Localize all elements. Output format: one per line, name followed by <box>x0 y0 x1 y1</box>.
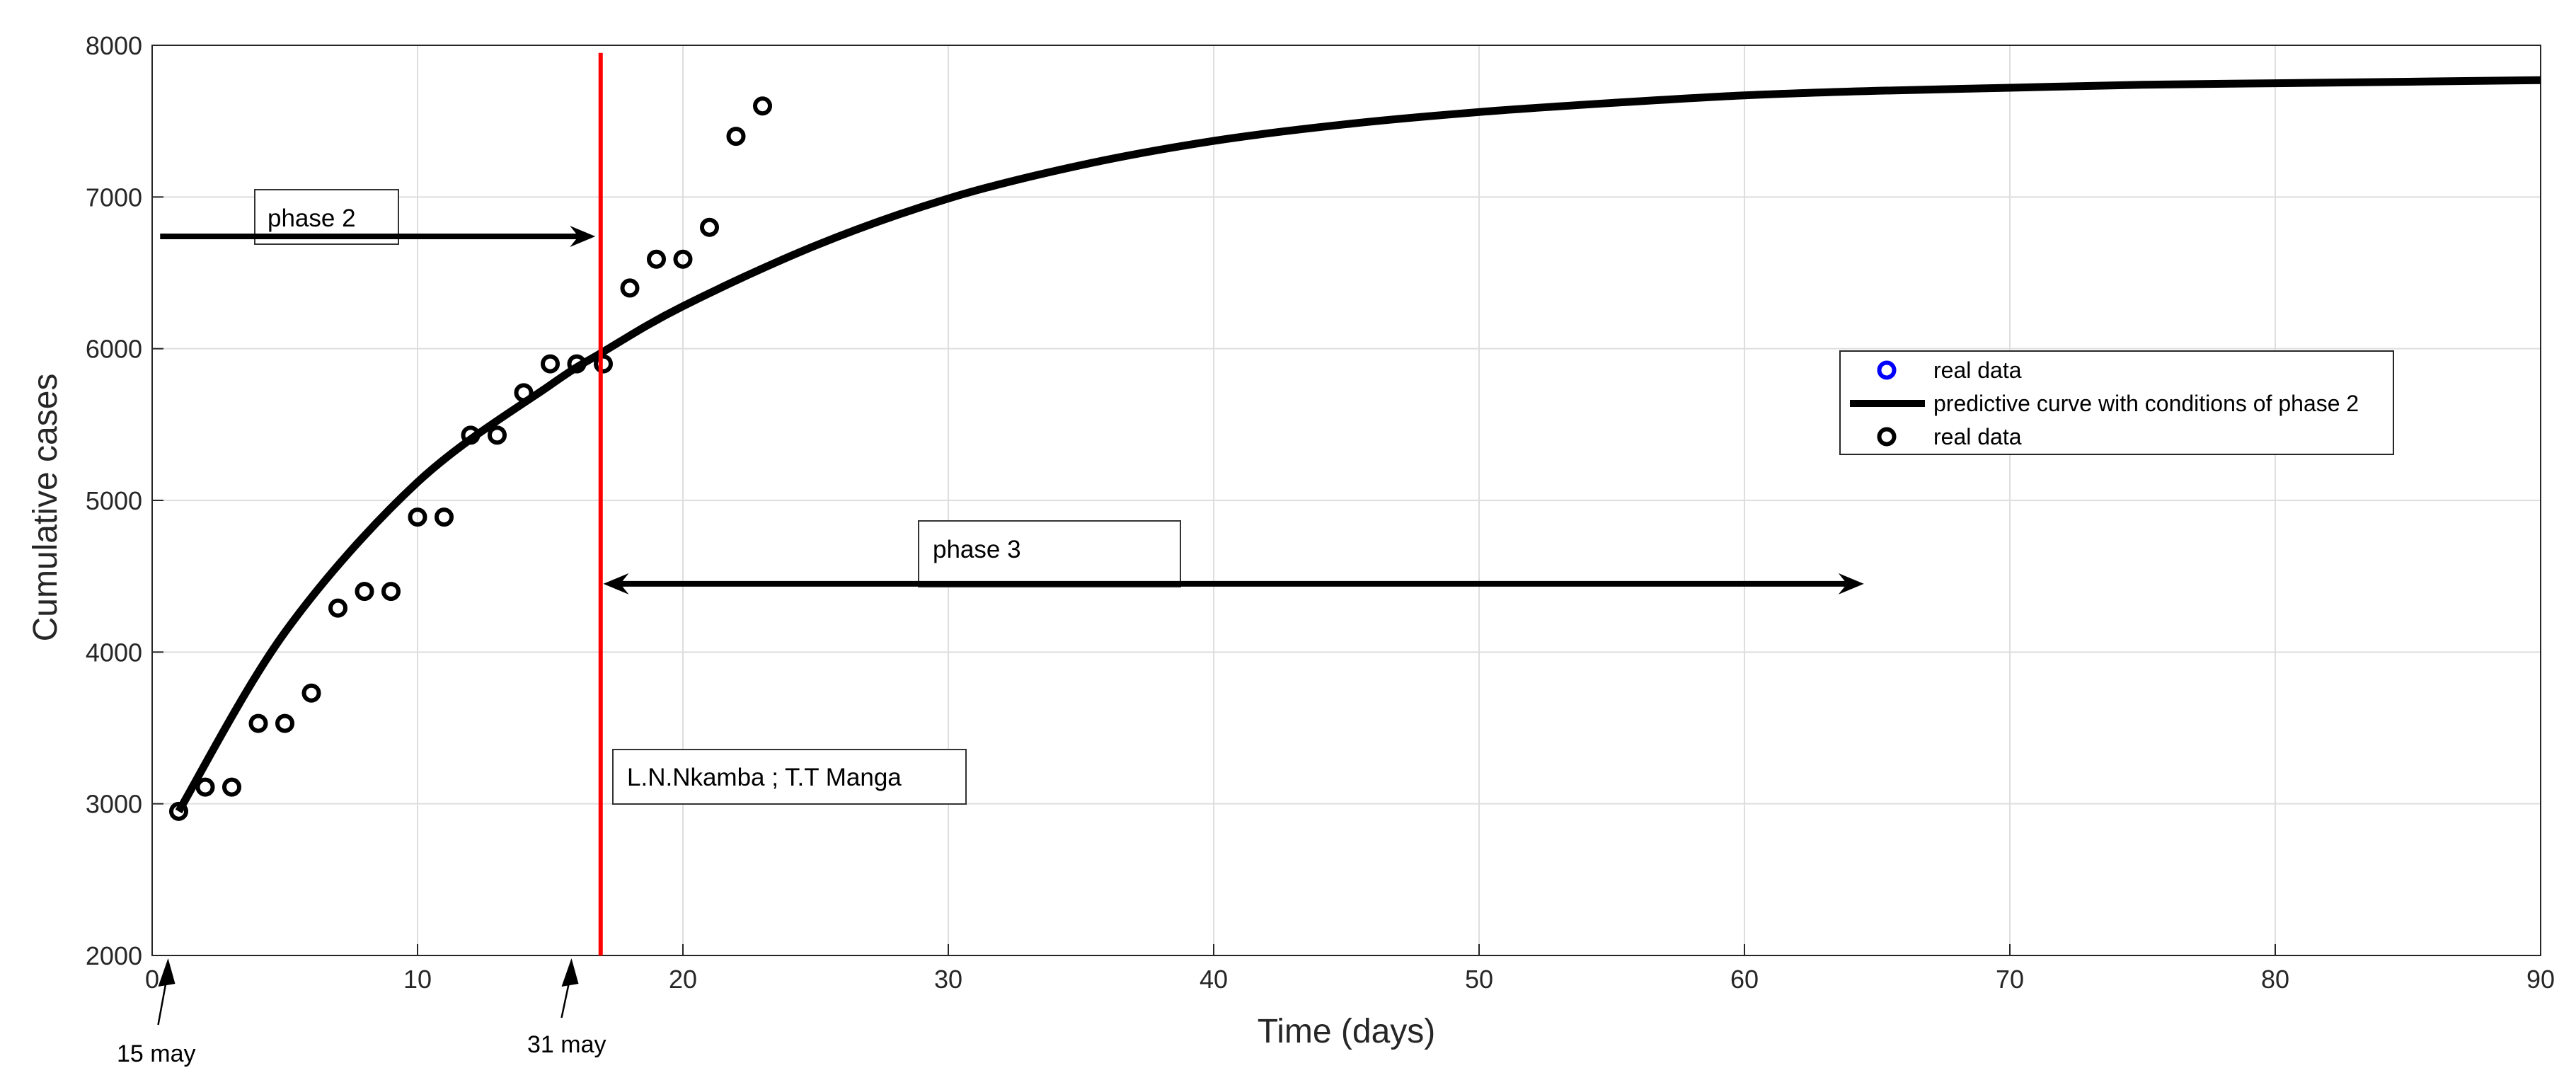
x-axis-label: Time (days) <box>1258 1013 1436 1050</box>
data-point <box>647 249 666 269</box>
data-point <box>673 249 693 269</box>
phase3-arrow-head-right <box>1838 573 1864 595</box>
authors-label: L.N.Nkamba ; T.T Manga <box>627 764 902 791</box>
x-ticks: 0 10 20 30 40 50 60 70 80 90 <box>145 944 2555 994</box>
legend-label: predictive curve with conditions of phas… <box>1933 391 2359 416</box>
authors-box <box>612 749 967 805</box>
data-point <box>355 582 374 602</box>
legend-box <box>1839 350 2394 455</box>
data-point <box>726 127 746 147</box>
data-point <box>328 598 347 618</box>
x-tick-label: 20 <box>669 965 697 994</box>
x-tick-label: 60 <box>1730 965 1759 994</box>
x-tick-label: 90 <box>2526 965 2555 994</box>
data-point <box>753 96 772 116</box>
data-point <box>408 507 427 527</box>
start-date-arrow-head <box>158 958 176 987</box>
data-point <box>461 425 481 445</box>
legend-label: real data <box>1933 357 2022 383</box>
x-tick-label: 50 <box>1465 965 1493 994</box>
annotations: phase 2 phase 3 L.N.Nkamba ; T.T Manga 15 m… <box>117 189 1864 1067</box>
y-tick-label: 4000 <box>86 638 142 667</box>
x-tick-label: 40 <box>1200 965 1228 994</box>
legend-marker <box>1877 360 1897 380</box>
phase2-label: phase 2 <box>268 205 356 232</box>
y-axis-label: Cumulative cases <box>27 374 64 642</box>
end-date-arrow-head <box>561 958 579 987</box>
y-tick-label: 8000 <box>86 31 142 60</box>
phase3-label: phase 3 <box>933 536 1021 563</box>
y-tick-label: 2000 <box>86 941 142 970</box>
x-tick-label: 0 <box>145 965 159 994</box>
y-tick-label: 3000 <box>86 790 142 819</box>
predictive-curve <box>175 76 2541 814</box>
y-tick-label: 7000 <box>86 183 142 212</box>
data-point <box>248 713 268 733</box>
data-point <box>700 217 719 237</box>
x-tick-label: 30 <box>934 965 962 994</box>
x-tick-label: 10 <box>403 965 432 994</box>
legend-marker <box>1877 427 1897 447</box>
data-point <box>514 383 534 403</box>
x-tick-label: 80 <box>2261 965 2289 994</box>
data-point <box>381 582 401 602</box>
data-point <box>195 777 215 797</box>
data-point <box>275 713 294 733</box>
start-date-label: 15 may <box>117 1040 196 1067</box>
data-point <box>567 354 587 374</box>
data-point <box>435 507 454 527</box>
data-point <box>301 683 321 703</box>
real-data-points <box>169 96 772 821</box>
data-point <box>594 354 613 374</box>
phase3-box <box>918 520 1181 587</box>
legend-label: real data <box>1933 424 2022 449</box>
y-ticks: 2000 3000 4000 5000 6000 7000 8000 <box>86 31 163 970</box>
x-tick-label: 70 <box>1996 965 2024 994</box>
y-tick-label: 5000 <box>86 486 142 515</box>
legend: real data predictive curve with condition… <box>1839 350 2394 455</box>
y-tick-label: 6000 <box>86 335 142 364</box>
phase2-arrow-head <box>570 226 596 248</box>
phase3-arrow-head-left <box>603 573 629 595</box>
data-point <box>222 777 241 797</box>
data-point <box>488 425 507 445</box>
grid <box>151 45 2541 956</box>
data-point <box>169 801 188 821</box>
end-date-label: 31 may <box>527 1031 606 1058</box>
data-point <box>541 354 560 374</box>
data-point <box>620 278 640 298</box>
